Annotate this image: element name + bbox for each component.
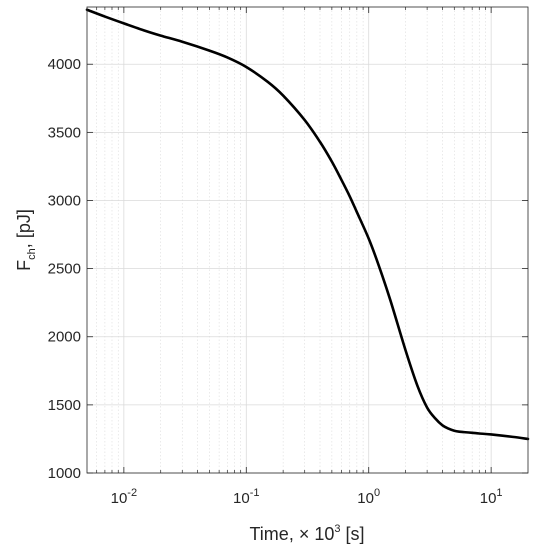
tick-labels: 10-2 10-1 100 101 1000 1500 2000 2500 3000 3500 40… <box>48 56 503 507</box>
y-tick-label: 4000 <box>48 56 81 73</box>
x-tick-label: 10-1 <box>233 487 259 507</box>
y-tick-label: 3500 <box>48 124 81 141</box>
y-axis-label: Fch, [pJ] <box>14 209 38 271</box>
y-tick-label: 2500 <box>48 261 81 278</box>
x-tick-label: 101 <box>480 487 503 507</box>
x-tick-label: 100 <box>357 487 380 507</box>
x-tick-label: 10-2 <box>111 487 137 507</box>
plot-area <box>87 7 528 473</box>
y-tick-label: 1500 <box>48 397 81 414</box>
plot-frame <box>86 6 529 474</box>
series-line <box>85 8 530 441</box>
ticks <box>87 7 528 474</box>
y-tick-label: 2000 <box>48 329 81 346</box>
y-tick-label: 3000 <box>48 192 81 209</box>
y-tick-label: 1000 <box>48 465 81 482</box>
x-axis-label: Time, × 103 [s] <box>249 523 364 544</box>
